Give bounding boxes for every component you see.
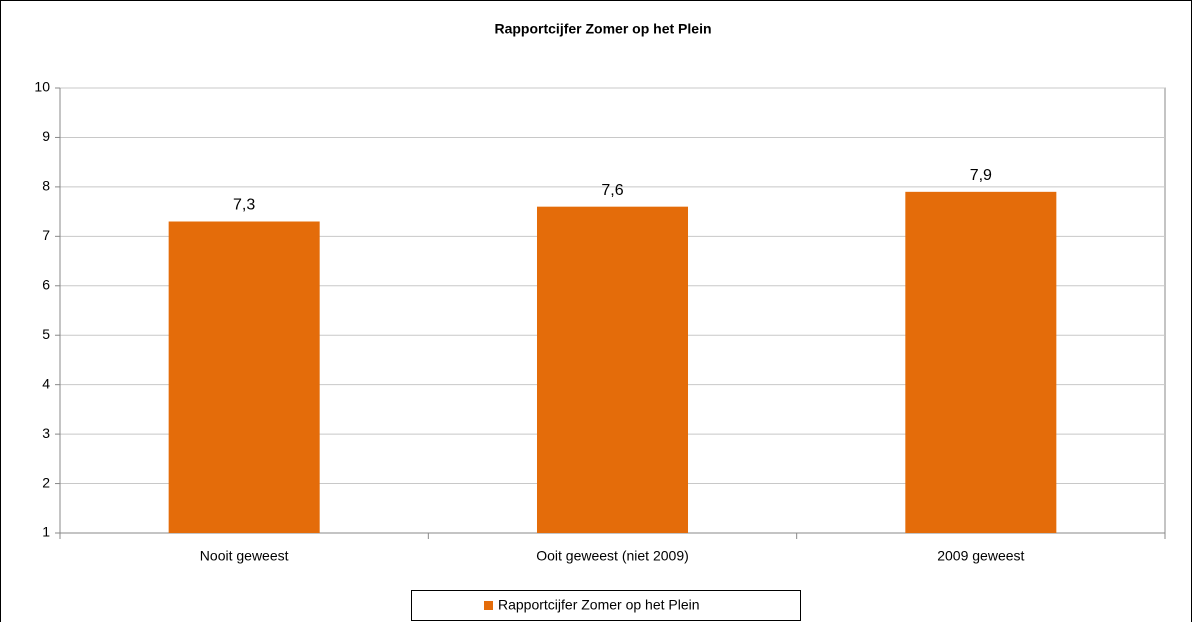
x-tick-label: 2009 geweest — [937, 548, 1024, 564]
data-label: 7,6 — [601, 182, 623, 199]
y-tick-label: 4 — [42, 375, 50, 391]
legend-label: Rapportcijfer Zomer op het Plein — [498, 597, 700, 613]
bar — [168, 221, 320, 533]
y-tick-label: 2 — [42, 474, 50, 490]
legend-swatch — [484, 601, 493, 610]
y-tick-label: 8 — [42, 178, 50, 194]
y-tick-label: 7 — [42, 227, 50, 243]
y-tick-label: 3 — [42, 425, 50, 441]
x-tick-label: Ooit geweest (niet 2009) — [536, 548, 689, 564]
data-label: 7,3 — [233, 197, 255, 214]
bar — [905, 191, 1057, 534]
y-tick-label: 6 — [42, 276, 50, 292]
bar — [536, 206, 689, 533]
y-tick-label: 10 — [34, 79, 50, 95]
chart-title: Rapportcijfer Zomer op het Plein — [494, 21, 711, 37]
data-label: 7,9 — [970, 167, 992, 184]
y-tick-label: 5 — [42, 326, 50, 342]
legend-box — [411, 590, 801, 621]
y-tick-label: 1 — [42, 524, 50, 540]
x-tick-label: Nooit geweest — [200, 548, 289, 564]
y-tick-label: 9 — [42, 128, 50, 144]
